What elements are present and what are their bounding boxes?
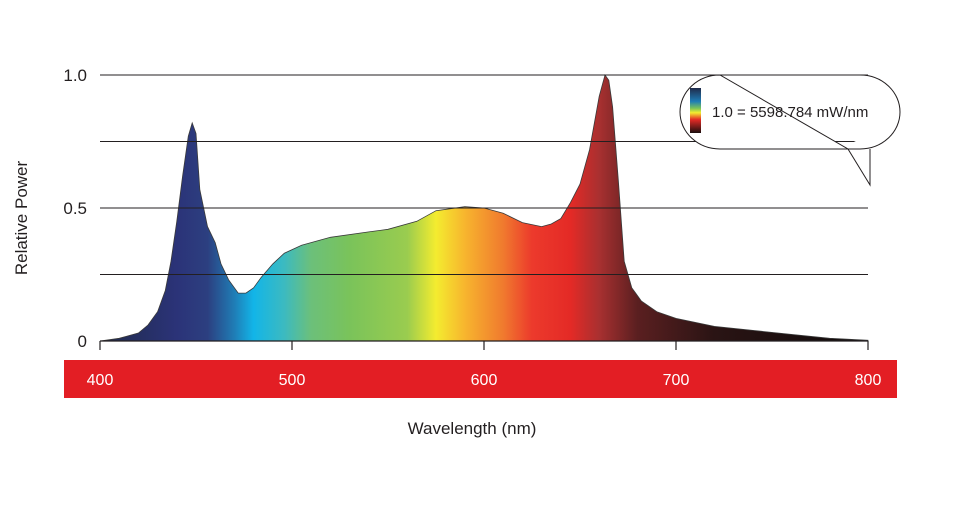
x-tick-label: 700	[663, 372, 690, 389]
y-axis-label: Relative Power	[12, 160, 31, 275]
y-tick-label: 1.0	[63, 66, 87, 85]
x-tick-label: 400	[87, 372, 114, 389]
x-tick-label: 600	[471, 372, 498, 389]
x-tick-label: 800	[855, 372, 882, 389]
y-tick-label: 0	[78, 332, 87, 351]
color-scale-bar	[690, 88, 701, 133]
speech-bubble	[679, 74, 901, 187]
x-axis-band	[64, 360, 897, 398]
legend-callout: 1.0 = 5598.784 mW/nm	[679, 74, 901, 187]
x-axis-label: Wavelength (nm)	[408, 419, 537, 438]
x-tick-label: 500	[279, 372, 306, 389]
legend-note: 1.0 = 5598.784 mW/nm	[712, 104, 868, 121]
y-tick-label: 0.5	[63, 199, 87, 218]
